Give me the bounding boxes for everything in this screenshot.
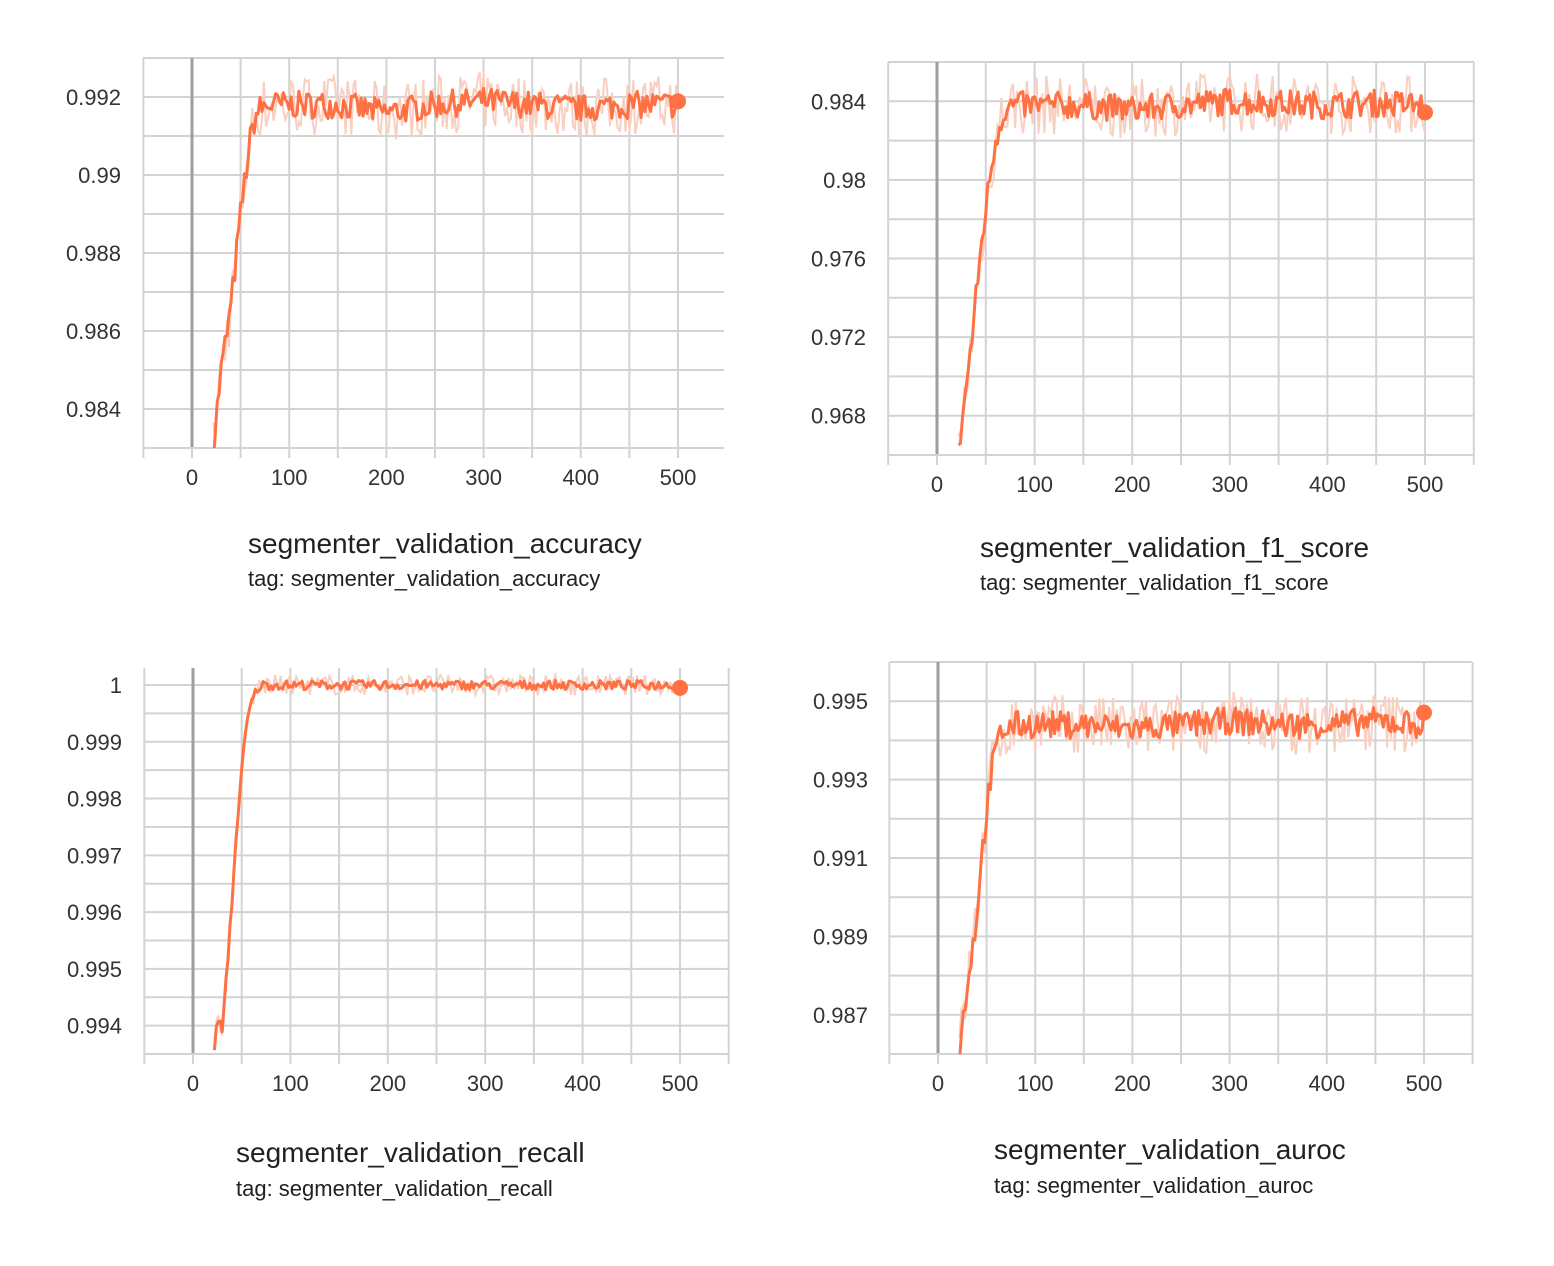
y-tick-label: 0.972 xyxy=(811,325,866,350)
y-tick-label: 0.997 xyxy=(67,843,122,868)
x-tick-label: 0 xyxy=(931,472,943,497)
series-end-point xyxy=(1417,104,1433,121)
chart-title: segmenter_validation_accuracy xyxy=(248,528,642,559)
chart-recall: 0.994 0.995 0.996 0.997 0.998 0.999 1 0 100 200 30… xyxy=(67,668,730,1096)
series-line xyxy=(958,706,1426,1054)
chart-tag: tag: segmenter_validation_recall xyxy=(236,1176,553,1201)
series-raw-line xyxy=(958,691,1425,1039)
x-tick-label: 200 xyxy=(369,1071,406,1096)
chart-title: segmenter_validation_f1_score xyxy=(980,532,1370,563)
y-tick-label: 0.984 xyxy=(811,89,866,114)
chart-tag: tag: segmenter_validation_accuracy xyxy=(248,566,601,591)
y-tick-label: 0.994 xyxy=(67,1014,122,1039)
y-tick-label: 0.988 xyxy=(66,241,121,266)
x-tick-label: 500 xyxy=(662,1071,699,1096)
y-tick-label: 0.995 xyxy=(813,689,868,714)
series-line xyxy=(957,87,1427,447)
x-tick-label: 400 xyxy=(564,1071,601,1096)
x-tick-label: 200 xyxy=(1114,472,1151,497)
series-end-point xyxy=(670,93,686,110)
x-tick-label: 100 xyxy=(1017,1071,1054,1096)
x-tick-label: 200 xyxy=(368,465,405,490)
x-tick-label: 500 xyxy=(1406,1071,1443,1096)
chart-tag: tag: segmenter_validation_auroc xyxy=(994,1173,1314,1198)
x-tick-label: 100 xyxy=(1016,472,1053,497)
plot-area: 0.968 0.972 0.976 0.98 0.984 0 100 200 300 400 500 xyxy=(811,61,1475,497)
y-tick-label: 0.99 xyxy=(78,163,121,188)
series-raw-line xyxy=(212,71,679,445)
series-raw-line xyxy=(957,72,1426,437)
x-tick-label: 400 xyxy=(1308,1071,1345,1096)
x-tick-label: 100 xyxy=(271,465,308,490)
plot-area: 0.994 0.995 0.996 0.997 0.998 0.999 1 0 100 200 30… xyxy=(67,668,730,1096)
x-tick-label: 300 xyxy=(1211,472,1248,497)
y-tick-label: 0.995 xyxy=(67,957,122,982)
y-tick-label: 0.993 xyxy=(813,768,868,793)
y-tick-label: 0.987 xyxy=(813,1003,868,1028)
chart-accuracy: 0.984 0.986 0.988 0.99 0.992 0 100 200 300 400 500 xyxy=(66,57,724,490)
y-tick-label: 0.998 xyxy=(67,787,122,812)
chart-tag: tag: segmenter_validation_f1_score xyxy=(980,570,1329,595)
y-tick-label: 0.98 xyxy=(823,168,866,193)
chart-title: segmenter_validation_recall xyxy=(236,1137,585,1168)
x-tick-label: 100 xyxy=(272,1071,309,1096)
series-line xyxy=(212,86,679,448)
chart-f1-score: 0.968 0.972 0.976 0.98 0.984 0 100 200 300 400 500 xyxy=(811,61,1475,497)
y-tick-label: 0.991 xyxy=(813,846,868,871)
series-line xyxy=(212,678,682,1051)
series-end-point xyxy=(1416,704,1432,721)
chart-title: segmenter_validation_auroc xyxy=(994,1134,1346,1165)
plot-area: 0.987 0.989 0.991 0.993 0.995 0 100 200 300 400 50… xyxy=(813,661,1474,1096)
x-tick-label: 0 xyxy=(932,1071,944,1096)
series-raw-line xyxy=(213,671,681,1050)
y-tick-label: 0.968 xyxy=(811,404,866,429)
chart-auroc: 0.987 0.989 0.991 0.993 0.995 0 100 200 300 400 50… xyxy=(813,661,1474,1096)
x-tick-label: 200 xyxy=(1114,1071,1151,1096)
y-tick-label: 0.989 xyxy=(813,924,868,949)
x-tick-label: 500 xyxy=(1407,472,1444,497)
x-tick-label: 0 xyxy=(186,465,198,490)
y-tick-label: 0.992 xyxy=(66,85,121,110)
x-tick-label: 300 xyxy=(467,1071,504,1096)
x-tick-label: 300 xyxy=(465,465,502,490)
y-tick-label: 0.976 xyxy=(811,247,866,272)
x-tick-label: 400 xyxy=(562,465,599,490)
x-tick-label: 300 xyxy=(1211,1071,1248,1096)
x-tick-label: 500 xyxy=(660,465,697,490)
y-tick-label: 0.986 xyxy=(66,319,121,344)
y-tick-label: 0.996 xyxy=(67,900,122,925)
y-tick-label: 0.999 xyxy=(67,730,122,755)
x-tick-label: 400 xyxy=(1309,472,1346,497)
y-tick-label: 1 xyxy=(110,673,122,698)
y-tick-label: 0.984 xyxy=(66,397,121,422)
series-end-point xyxy=(672,679,688,696)
plot-area: 0.984 0.986 0.988 0.99 0.992 0 100 200 300 400 500 xyxy=(66,57,724,490)
x-tick-label: 0 xyxy=(187,1071,199,1096)
